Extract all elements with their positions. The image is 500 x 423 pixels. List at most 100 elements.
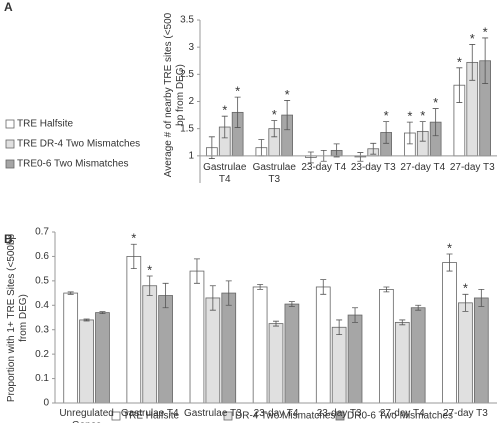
significance-marker: *: [222, 103, 227, 118]
bar: [189, 270, 205, 404]
error-bar: [209, 285, 216, 311]
error-bar: [462, 293, 469, 312]
bar: [221, 292, 237, 404]
panel-label: B: [4, 232, 13, 246]
significance-marker: *: [483, 24, 488, 39]
error-bar: [83, 318, 90, 322]
y-axis-label: Average # of nearby TRE sites (<500 bp f…: [163, 12, 186, 178]
bar: [458, 302, 473, 404]
bar: [142, 285, 158, 404]
significance-marker: *: [272, 107, 277, 122]
bar: [63, 292, 79, 404]
bar: [379, 289, 394, 404]
legend-swatch: [5, 139, 15, 149]
x-tick-label: 23-day T4: [301, 161, 347, 173]
error-bar: [419, 121, 426, 142]
significance-marker: *: [420, 108, 425, 123]
y-tick-label: 2.5: [180, 69, 194, 80]
legend-swatch: [111, 411, 121, 421]
legend-label: TRE DR-4 Two Mismatches: [17, 139, 140, 150]
legend-label: TRE0-6 Two Mismatches: [17, 159, 129, 170]
y-tick-label: 0.5: [35, 275, 49, 286]
x-tick-label: 23-day T3: [316, 408, 362, 419]
error-bar: [370, 142, 377, 155]
error-bar: [320, 279, 327, 295]
error-bar: [225, 280, 232, 306]
significance-marker: *: [285, 87, 290, 102]
error-bar: [307, 151, 314, 164]
y-tick-label: 0.3: [35, 324, 49, 335]
error-bar: [352, 307, 359, 323]
x-tick-label: Unregulated Genes: [59, 408, 114, 423]
bar: [205, 297, 221, 404]
error-bar: [130, 243, 137, 270]
legend-label: TRE Halfsite: [17, 119, 74, 130]
significance-marker: *: [407, 109, 412, 124]
y-tick-label: 0.4: [35, 300, 49, 311]
error-bar: [99, 311, 106, 314]
error-bar: [478, 289, 485, 307]
error-bar: [193, 258, 200, 284]
bar: [347, 314, 363, 404]
error-bar: [67, 291, 74, 295]
y-tick-label: 3: [188, 42, 194, 53]
error-bar: [273, 320, 279, 327]
bar: [284, 303, 300, 404]
bar: [410, 307, 426, 404]
y-tick-label: 1: [188, 150, 194, 161]
error-bar: [208, 136, 215, 159]
y-tick-label: 0.6: [35, 251, 49, 262]
x-tick-label: 23-day T4: [253, 408, 299, 419]
significance-marker: *: [131, 231, 136, 246]
bar: [95, 312, 110, 404]
bar: [158, 295, 173, 404]
error-bar: [257, 284, 264, 290]
x-tick-label: Gastrulae T3: [252, 161, 296, 185]
legend-swatch: [5, 159, 15, 169]
error-bar: [432, 108, 439, 137]
y-axis-label: Proportion with 1+ TRE Sites (<500bp fro…: [6, 233, 29, 403]
legend-swatch: [223, 411, 233, 421]
significance-marker: *: [463, 281, 468, 296]
error-bar: [234, 96, 241, 128]
y-tick-label: 0.2: [35, 349, 49, 360]
x-tick-label: Gastrulae T4: [120, 408, 179, 419]
error-bar: [288, 301, 295, 307]
panel-label: A: [4, 0, 13, 14]
bar: [268, 323, 284, 404]
y-tick-label: 1.5: [180, 123, 194, 134]
legend-label: DR0-6 Two Mismatches: [347, 411, 453, 422]
error-bar: [383, 121, 390, 144]
error-bar: [333, 143, 340, 158]
y-tick-label: 2: [188, 96, 194, 107]
legend-swatch: [335, 411, 345, 421]
bar: [126, 256, 142, 404]
legend-label: TRE Halfsite: [123, 411, 180, 422]
y-tick-label: 0: [43, 398, 49, 409]
error-bar: [456, 67, 463, 103]
error-bar: [383, 286, 390, 293]
error-bar: [221, 115, 228, 139]
error-bar: [271, 120, 278, 138]
significance-marker: *: [147, 262, 152, 277]
bar: [79, 319, 94, 404]
bar: [394, 321, 410, 404]
bar: [331, 326, 347, 404]
error-bar: [146, 275, 153, 296]
y-tick-label: 3.5: [180, 15, 194, 26]
x-tick-label: 27-day T4: [379, 408, 425, 419]
bar: [442, 262, 457, 404]
bar: [315, 286, 331, 404]
significance-marker: *: [384, 108, 389, 123]
error-bar: [336, 319, 343, 335]
error-bar: [406, 121, 413, 145]
y-tick-label: 0.1: [35, 373, 49, 384]
error-bar: [399, 319, 406, 326]
x-tick-label: 27-day T4: [400, 161, 446, 173]
error-bar: [482, 37, 489, 84]
significance-marker: *: [447, 240, 452, 255]
error-bar: [446, 253, 453, 272]
error-bar: [162, 282, 169, 309]
